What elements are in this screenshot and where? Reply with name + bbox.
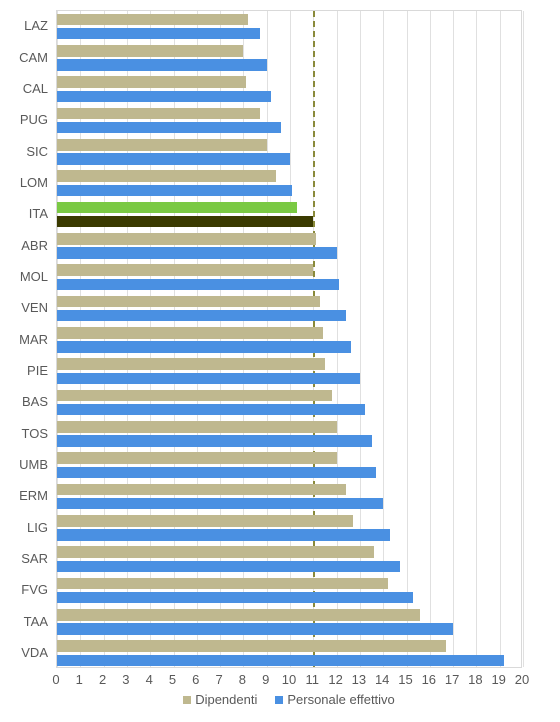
y-tick-label: TOS: [0, 426, 48, 441]
bar-personale-effettivo: [57, 341, 351, 353]
x-tick-label: 0: [44, 672, 68, 687]
bar-personale-effettivo: [57, 153, 290, 165]
y-tick-label: ITA: [0, 206, 48, 221]
gridline: [476, 11, 477, 667]
bar-personale-effettivo: [57, 529, 390, 541]
y-tick-label: MOL: [0, 269, 48, 284]
x-tick-label: 4: [137, 672, 161, 687]
y-tick-label: CAM: [0, 50, 48, 65]
bar-personale-effettivo: [57, 279, 339, 291]
y-tick-label: TAA: [0, 614, 48, 629]
legend-label: Dipendenti: [195, 692, 257, 707]
y-tick-label: PIE: [0, 363, 48, 378]
x-tick-label: 5: [161, 672, 185, 687]
y-tick-label: ABR: [0, 238, 48, 253]
bar-dipendenti: [57, 108, 260, 120]
x-tick-label: 15: [394, 672, 418, 687]
bar-personale-effettivo: [57, 623, 453, 635]
bar-dipendenti: [57, 640, 446, 652]
bar-personale-effettivo: [57, 435, 372, 447]
x-tick-label: 17: [440, 672, 464, 687]
legend-label: Personale effettivo: [287, 692, 394, 707]
bar-dipendenti: [57, 390, 332, 402]
bar-personale-effettivo: [57, 498, 383, 510]
x-tick-label: 16: [417, 672, 441, 687]
y-tick-label: UMB: [0, 457, 48, 472]
x-tick-label: 19: [487, 672, 511, 687]
bar-dipendenti: [57, 170, 276, 182]
bar-personale-effettivo: [57, 561, 400, 573]
y-tick-label: PUG: [0, 112, 48, 127]
bar-personale-effettivo: [57, 592, 413, 604]
x-tick-label: 10: [277, 672, 301, 687]
y-tick-label: VDA: [0, 645, 48, 660]
horizontal-grouped-bar-chart: 01234567891011121314151617181920LAZCAMCA…: [0, 0, 560, 722]
x-tick-label: 3: [114, 672, 138, 687]
gridline: [500, 11, 501, 667]
bar-dipendenti: [57, 327, 323, 339]
bar-dipendenti: [57, 76, 246, 88]
bar-personale-effettivo: [57, 373, 360, 385]
bar-dipendenti: [57, 14, 248, 26]
bar-personale-effettivo: [57, 404, 365, 416]
y-tick-label: LIG: [0, 520, 48, 535]
x-tick-label: 6: [184, 672, 208, 687]
x-tick-label: 8: [230, 672, 254, 687]
bar-dipendenti: [57, 546, 374, 558]
bar-dipendenti: [57, 202, 297, 214]
y-tick-label: LOM: [0, 175, 48, 190]
gridline: [430, 11, 431, 667]
bar-personale-effettivo: [57, 185, 292, 197]
bar-personale-effettivo: [57, 467, 376, 479]
y-tick-label: LAZ: [0, 18, 48, 33]
bar-dipendenti: [57, 264, 313, 276]
y-tick-label: BAS: [0, 394, 48, 409]
bar-dipendenti: [57, 452, 337, 464]
bar-dipendenti: [57, 233, 316, 245]
bar-personale-effettivo: [57, 28, 260, 40]
bar-dipendenti: [57, 484, 346, 496]
bar-dipendenti: [57, 515, 353, 527]
gridline: [523, 11, 524, 667]
bar-dipendenti: [57, 296, 320, 308]
bar-personale-effettivo: [57, 216, 313, 228]
bar-dipendenti: [57, 358, 325, 370]
bar-personale-effettivo: [57, 91, 271, 103]
bar-personale-effettivo: [57, 655, 504, 667]
y-tick-label: SAR: [0, 551, 48, 566]
bar-personale-effettivo: [57, 247, 337, 259]
legend-item: Dipendenti: [183, 692, 257, 707]
gridline: [453, 11, 454, 667]
x-tick-label: 18: [463, 672, 487, 687]
y-tick-label: SIC: [0, 144, 48, 159]
bar-dipendenti: [57, 45, 243, 57]
x-tick-label: 11: [300, 672, 324, 687]
bar-dipendenti: [57, 421, 337, 433]
bar-dipendenti: [57, 139, 267, 151]
x-tick-label: 9: [254, 672, 278, 687]
bar-personale-effettivo: [57, 310, 346, 322]
x-tick-label: 20: [510, 672, 534, 687]
plot-area: [56, 10, 522, 668]
bar-personale-effettivo: [57, 59, 267, 71]
legend-swatch: [183, 696, 191, 704]
x-tick-label: 12: [324, 672, 348, 687]
y-tick-label: FVG: [0, 582, 48, 597]
y-tick-label: VEN: [0, 300, 48, 315]
x-tick-label: 14: [370, 672, 394, 687]
legend-item: Personale effettivo: [275, 692, 394, 707]
gridline: [407, 11, 408, 667]
y-tick-label: MAR: [0, 332, 48, 347]
bar-dipendenti: [57, 609, 420, 621]
x-tick-label: 7: [207, 672, 231, 687]
legend-swatch: [275, 696, 283, 704]
y-tick-label: ERM: [0, 488, 48, 503]
x-tick-label: 2: [91, 672, 115, 687]
legend: Dipendenti Personale effettivo: [56, 692, 522, 707]
x-tick-label: 1: [67, 672, 91, 687]
bar-dipendenti: [57, 578, 388, 590]
y-tick-label: CAL: [0, 81, 48, 96]
bar-personale-effettivo: [57, 122, 281, 134]
x-tick-label: 13: [347, 672, 371, 687]
